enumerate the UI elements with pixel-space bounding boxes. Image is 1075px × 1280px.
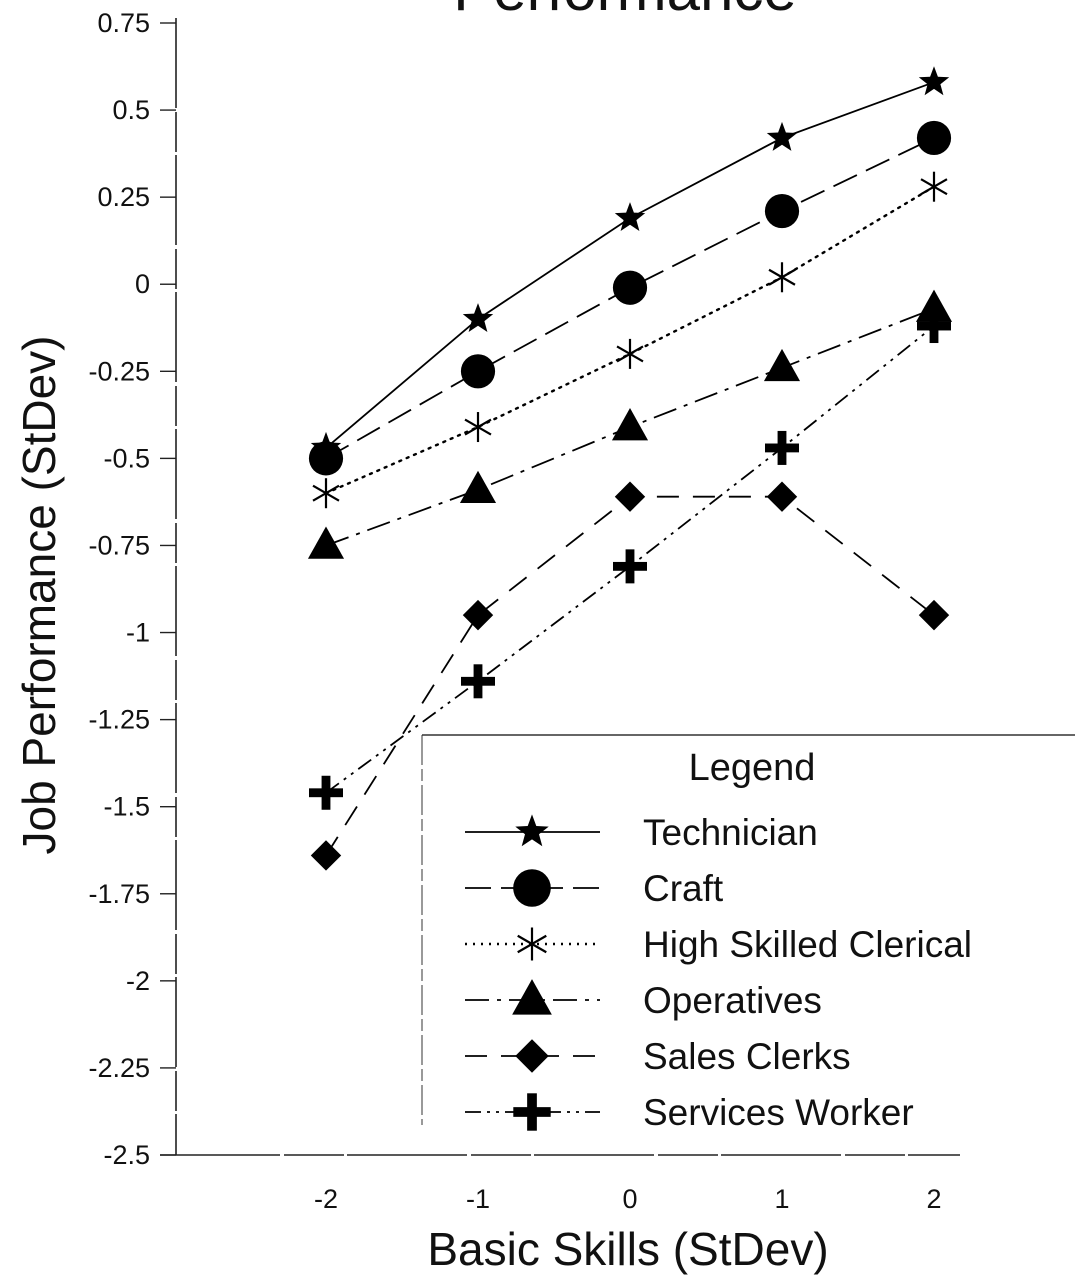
legend-item-technician: Technician [465,812,818,853]
data-point-sales-clerks [310,840,342,871]
legend-item-sales-clerks: Sales Clerks [465,1036,851,1077]
legend-marker-circle [513,869,551,907]
legend: Legend Technician Craft High Skilled Cleri… [421,734,1075,1133]
data-point-craft [916,120,952,156]
legend-marker-cross [513,1093,551,1131]
series-craft [308,120,952,476]
data-point-services-worker [309,775,343,810]
legend-label: High Skilled Clerical [643,924,972,965]
y-tick-label: 0.75 [97,8,150,38]
series-operatives [307,289,953,559]
series-services-worker [309,309,951,810]
data-point-services-worker [765,430,799,465]
series-technician [310,66,950,461]
data-point-sales-clerks [462,599,494,631]
data-point-high-skilled-clerical [464,412,492,443]
legend-label: Technician [643,812,818,853]
y-tick-label: -0.75 [88,530,150,560]
y-axis-ticks: 0.75 0.5 0.25 0 -0.25 -0.5 -0.75 -1 -1.25 -1.5 -1.… [88,8,176,1170]
data-point-craft [612,270,648,305]
data-point-technician [766,121,798,151]
x-tick-label: -2 [314,1184,338,1214]
data-point-services-worker [917,309,951,344]
legend-item-high-skilled-clerical: High Skilled Clerical [465,924,972,965]
legend-title: Legend [689,747,816,789]
data-point-high-skilled-clerical [920,171,948,202]
legend-marker-star [515,814,549,847]
data-point-operatives [611,408,649,441]
data-point-craft [764,193,800,229]
y-tick-label: -2.25 [88,1053,150,1083]
data-point-technician [918,66,950,96]
y-tick-label: -1.5 [103,792,150,822]
y-tick-label: -1.25 [88,705,150,735]
data-point-operatives [459,470,497,504]
legend-marker-triangle [512,979,552,1015]
y-tick-label: -1.75 [88,879,150,909]
legend-items: Technician Craft High Skilled Clerical Oper… [465,812,972,1133]
y-tick-label: -2.5 [103,1140,150,1170]
series-sales-clerks [310,481,950,871]
legend-label: Operatives [643,980,822,1021]
y-tick-label: -2 [126,966,150,996]
y-tick-label: 0 [135,269,150,299]
chart-title-group: Performance [453,0,796,23]
y-tick-label: -1 [126,618,150,648]
x-tick-label: 1 [774,1184,789,1214]
x-axis-ticks: -2 -1 0 1 2 [314,1184,942,1214]
data-point-sales-clerks [766,481,798,512]
data-point-high-skilled-clerical [312,478,340,509]
legend-item-operatives: Operatives [465,979,822,1021]
x-tick-label: 2 [926,1184,941,1214]
y-axis-title: Job Performance (StDev) [13,336,65,855]
series-line-technician [325,81,935,449]
data-point-high-skilled-clerical [616,338,644,369]
data-point-operatives [307,526,345,559]
series-line-services-worker [325,325,935,794]
legend-marker-diamond [515,1039,549,1073]
data-point-services-worker [613,549,647,584]
legend-item-services-worker: Services Worker [465,1092,914,1133]
y-tick-label: -0.5 [103,443,150,473]
series-layer [307,66,953,871]
x-tick-label: 0 [622,1184,637,1214]
data-point-technician [614,202,646,231]
legend-label: Craft [643,868,724,909]
legend-label: Services Worker [643,1092,914,1133]
legend-label: Sales Clerks [643,1036,851,1077]
data-point-high-skilled-clerical [768,262,796,293]
legend-item-craft: Craft [465,868,724,909]
data-point-craft [308,441,344,476]
data-point-technician [462,303,494,332]
y-tick-label: 0.5 [112,95,150,125]
legend-marker-asterisk [517,927,547,961]
chart-title: Performance [453,0,796,23]
axes [160,18,960,1156]
data-point-operatives [763,348,801,382]
x-tick-label: -1 [466,1184,490,1214]
data-point-operatives [915,289,953,322]
y-tick-label: -0.25 [88,356,150,386]
data-point-sales-clerks [918,599,950,631]
data-point-services-worker [461,664,495,699]
data-point-craft [460,354,496,389]
series-high-skilled-clerical [312,171,948,509]
y-tick-label: 0.25 [97,182,150,212]
data-point-sales-clerks [614,481,646,512]
x-axis-title: Basic Skills (StDev) [427,1223,828,1275]
